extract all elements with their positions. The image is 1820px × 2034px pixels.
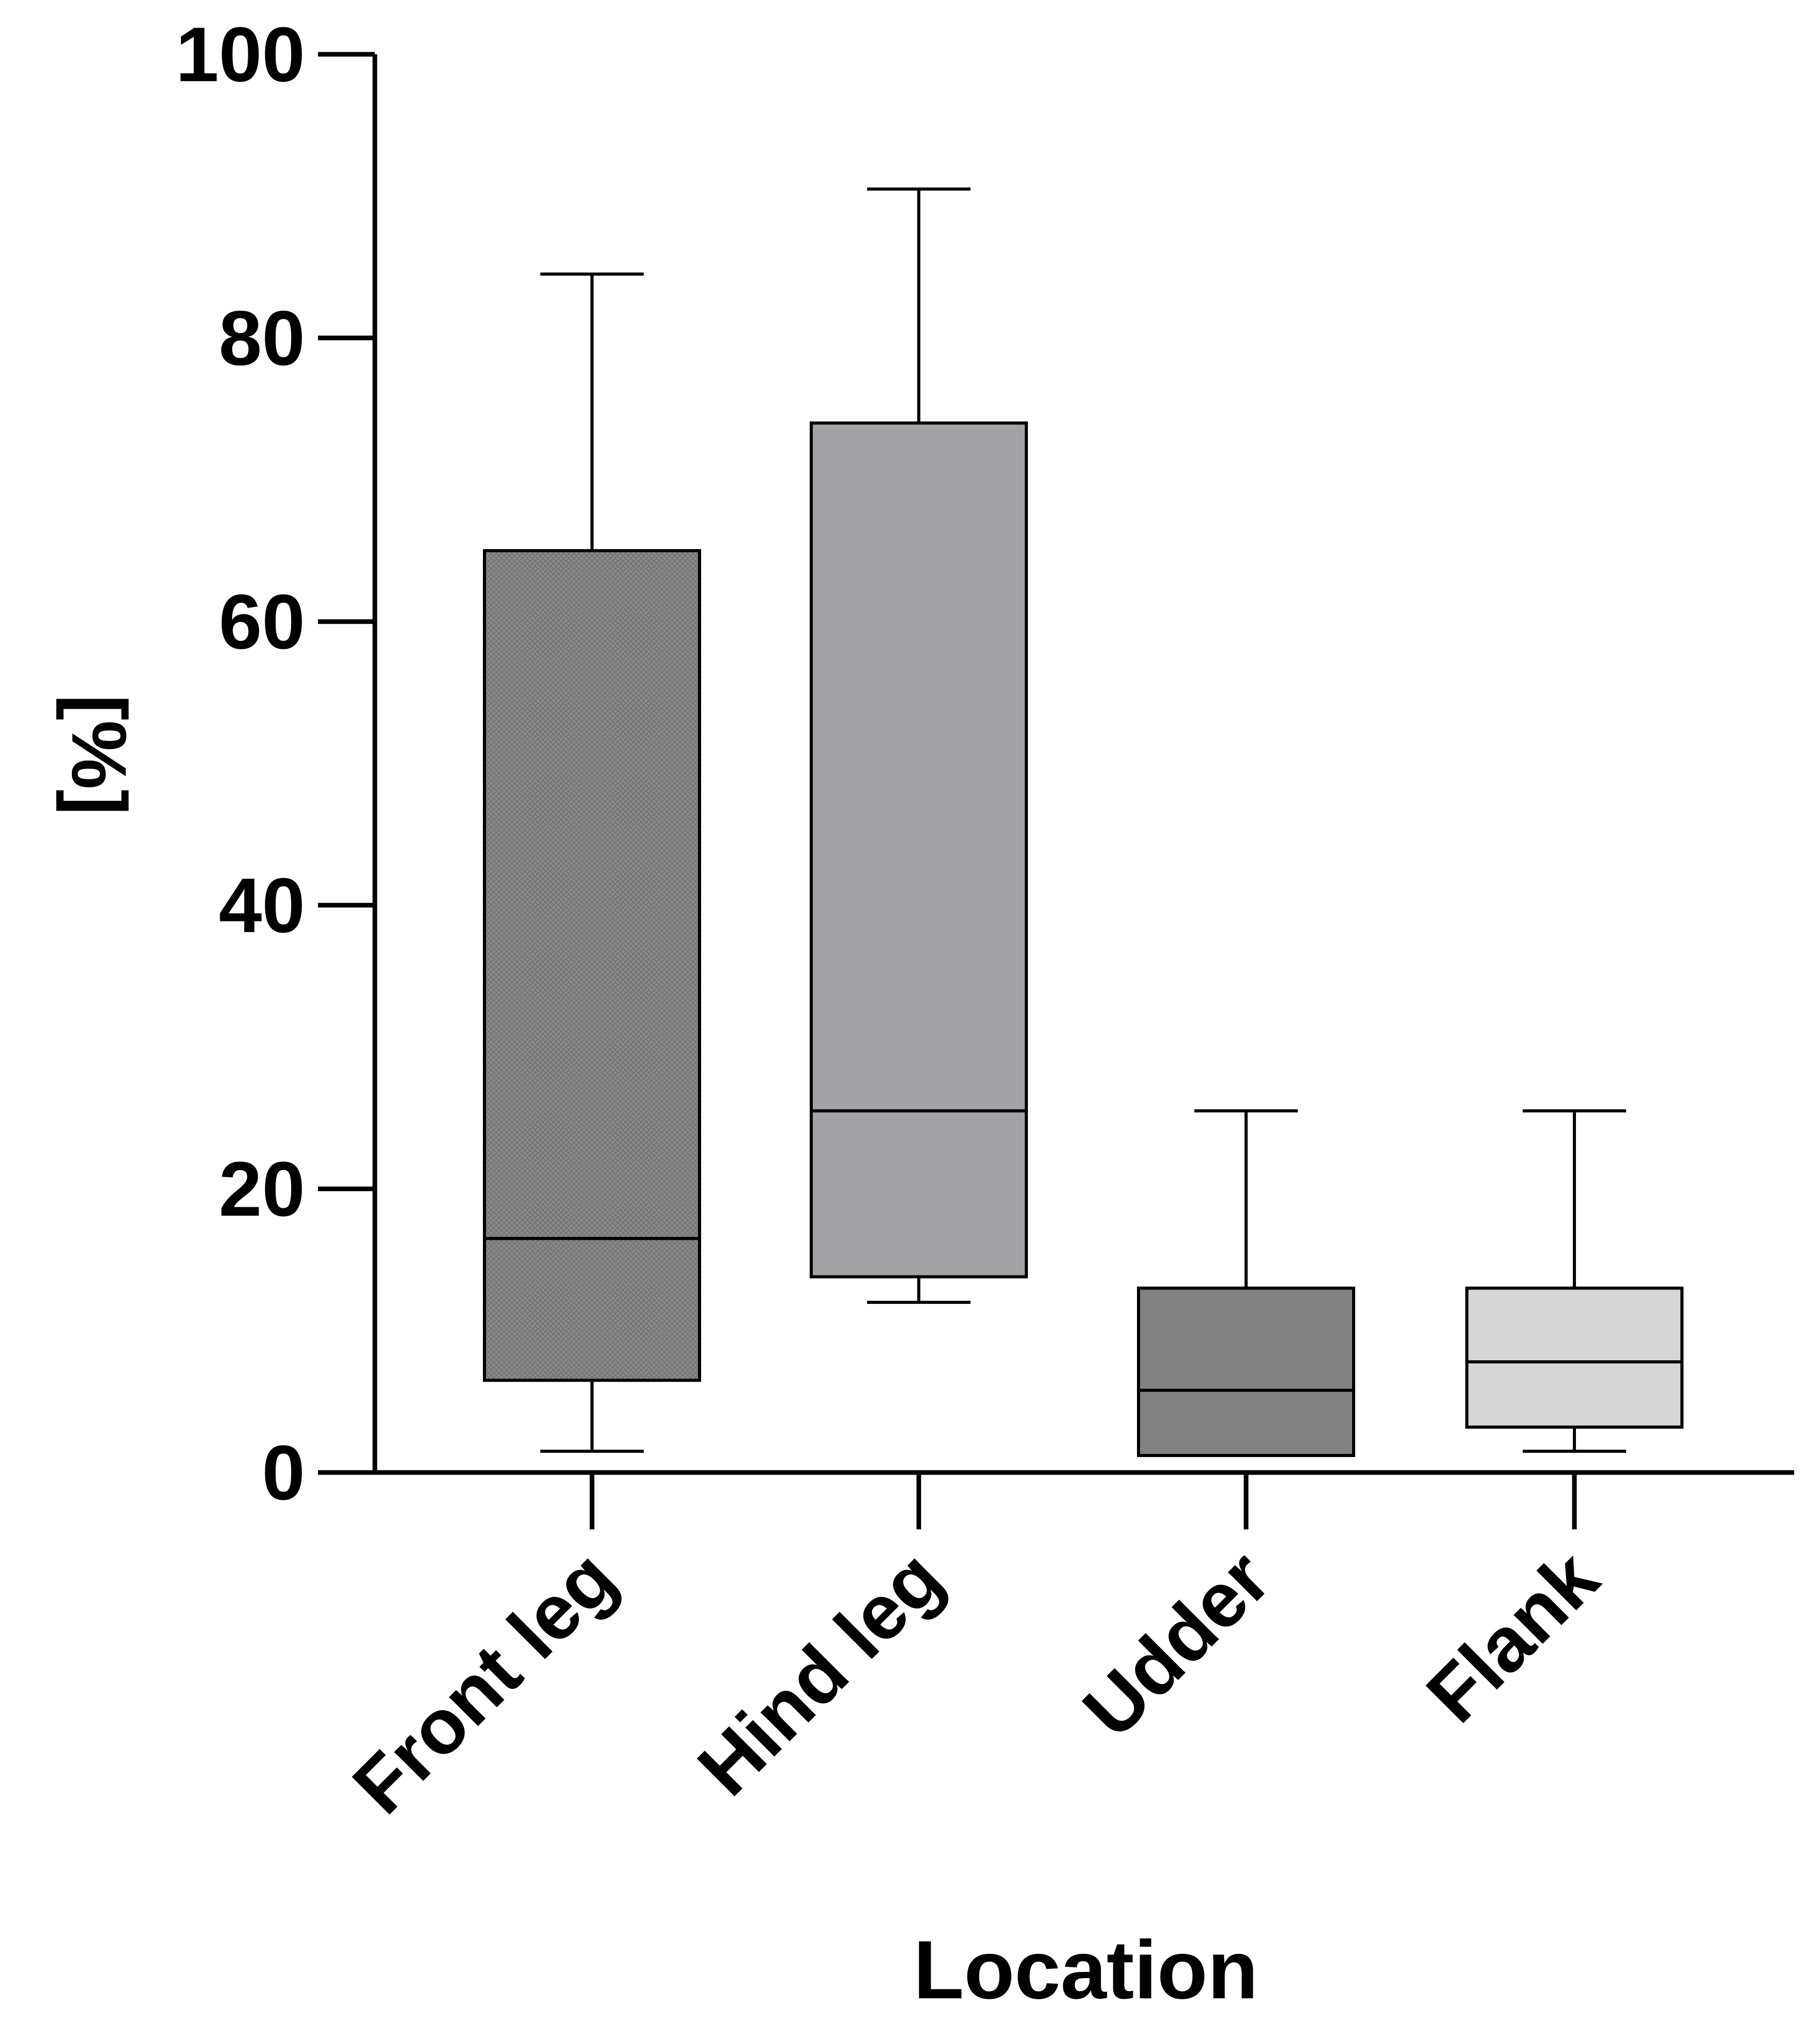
box-hind-leg — [810, 421, 1028, 1279]
y-tick-label: 60 — [219, 578, 305, 665]
y-tick-label: 100 — [176, 11, 305, 98]
y-tick-label: 0 — [262, 1429, 305, 1516]
y-axis-label: [%] — [56, 694, 143, 815]
x-tick-label: Hind leg — [681, 1534, 959, 1812]
box-udder — [1137, 1286, 1355, 1458]
y-tick-label: 20 — [219, 1145, 305, 1232]
x-tick-label: Flank — [1410, 1534, 1615, 1738]
y-tick-label: 80 — [219, 295, 305, 382]
x-tick-label: Front leg — [336, 1534, 632, 1830]
x-axis-label: Location — [914, 1923, 1258, 2016]
y-tick-label: 40 — [219, 862, 305, 949]
box-flank — [1465, 1286, 1684, 1429]
box-front-leg — [483, 549, 701, 1382]
x-tick-label: Udder — [1066, 1534, 1286, 1754]
